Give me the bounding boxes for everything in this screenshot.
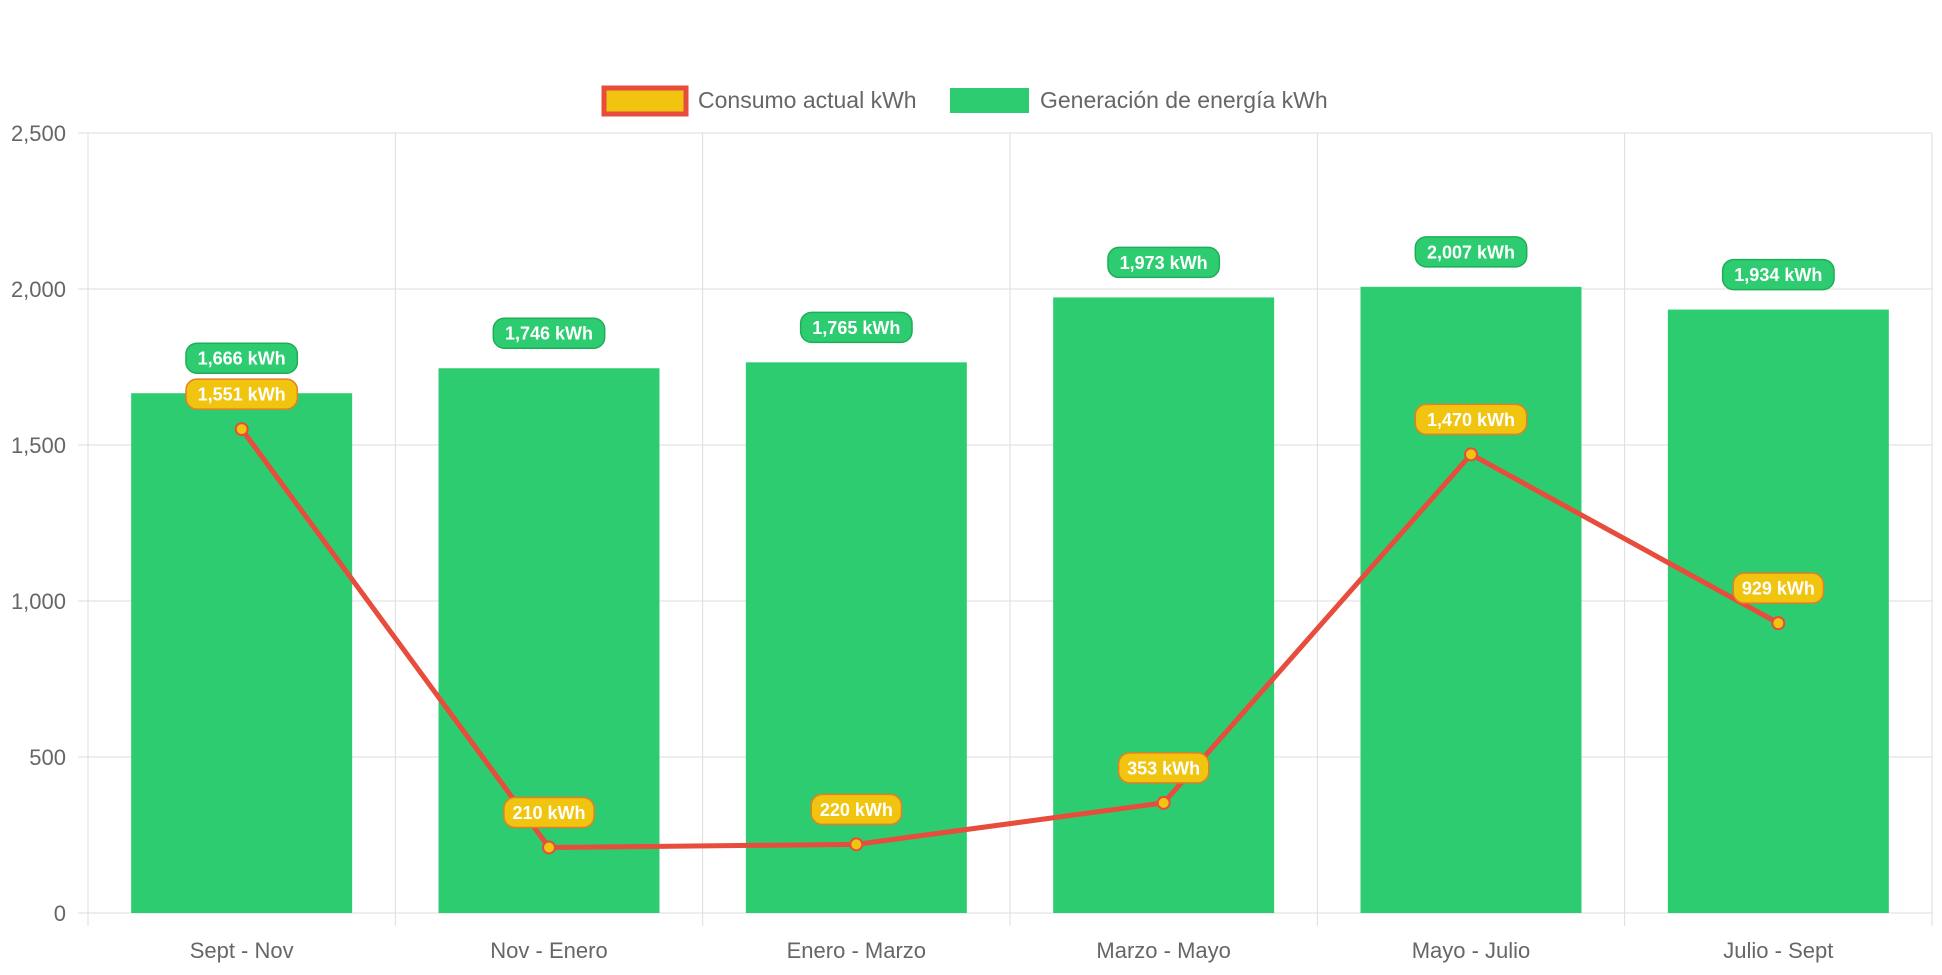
y-tick-label: 2,000 (11, 277, 66, 302)
bar-value-label-bg (1414, 236, 1528, 268)
line-value-label-bg (1117, 752, 1210, 784)
x-tick-label: Sept - Nov (190, 938, 294, 963)
line-point[interactable] (1156, 795, 1171, 810)
x-tick-label: Julio - Sept (1723, 938, 1833, 963)
bar-value-label-text: 1,934 kWh (1734, 265, 1822, 285)
bar-value-label: 1,746 kWh (492, 317, 606, 349)
line-value-label-bg (185, 378, 299, 410)
line-value-label-text: 1,551 kWh (198, 385, 286, 405)
line-value-label: 1,470 kWh (1414, 403, 1528, 436)
bar[interactable] (131, 393, 353, 913)
line-value-label: 929 kWh (1732, 572, 1825, 604)
bar-value-label-bg (1721, 258, 1835, 291)
line-point[interactable] (542, 840, 556, 855)
y-tick-label: 1,500 (11, 433, 66, 458)
legend-swatch-consumo[interactable] (601, 85, 689, 117)
bar-value-label-bg (492, 317, 606, 349)
x-tick-label: Mayo - Julio (1412, 938, 1531, 963)
y-tick-label: 0 (54, 901, 66, 926)
data-labels: 1,666 kWh 1,746 kWh 1,765 kWh 1,973 kWh 2,00… (185, 236, 1835, 829)
x-tick-label: Enero - Marzo (787, 938, 926, 963)
line-series (234, 422, 1786, 855)
bar-value-label-bg (799, 311, 913, 344)
legend-swatch-generacion[interactable] (950, 88, 1029, 113)
legend-label-generacion[interactable]: Generación de energía kWh (1040, 87, 1328, 113)
line-point[interactable] (849, 837, 864, 852)
line-value-label: 1,551 kWh (185, 378, 299, 410)
line-value-label-bg (810, 793, 903, 826)
legend-label-consumo[interactable]: Consumo actual kWh (698, 87, 917, 113)
line-value-label: 353 kWh (1117, 752, 1210, 784)
grid (78, 132, 1933, 926)
line-value-label-text: 210 kWh (512, 803, 585, 823)
bar-value-label: 2,007 kWh (1414, 236, 1528, 268)
line-point[interactable] (234, 422, 249, 437)
line-value-label-bg (503, 796, 595, 829)
bar[interactable] (745, 362, 967, 913)
bar-value-label-bg (1107, 246, 1221, 279)
legend: Consumo actual kWh Generación de energía… (601, 85, 1328, 117)
bar-value-label-text: 1,973 kWh (1120, 253, 1208, 273)
line-value-label-text: 929 kWh (1742, 579, 1815, 599)
bar[interactable] (1360, 286, 1582, 913)
line-value-label: 210 kWh (503, 796, 595, 829)
bar-value-label-bg (185, 342, 299, 374)
bar-value-label: 1,973 kWh (1107, 246, 1221, 279)
bar-value-label: 1,666 kWh (185, 342, 299, 374)
bar[interactable] (1667, 309, 1889, 913)
y-tick-label: 2,500 (11, 121, 66, 146)
bar-value-label: 1,934 kWh (1721, 258, 1835, 291)
line-point[interactable] (1771, 616, 1786, 631)
y-tick-label: 1,000 (11, 589, 66, 614)
y-tick-label: 500 (29, 745, 66, 770)
line-value-label-bg (1732, 572, 1825, 604)
line-value-label-text: 1,470 kWh (1427, 410, 1515, 430)
axes: 0 500 1,000 1,500 2,000 2,500 Sept - Nov Nov - … (11, 121, 1833, 963)
bar-value-label-text: 2,007 kWh (1427, 242, 1515, 262)
x-tick-label: Nov - Enero (490, 938, 607, 963)
line-path (239, 427, 1780, 850)
line-value-label-bg (1414, 403, 1528, 436)
bar-value-label-text: 1,746 kWh (505, 324, 593, 344)
bar-value-label-text: 1,765 kWh (812, 318, 900, 338)
line-point[interactable] (1464, 447, 1478, 462)
bar[interactable] (1053, 297, 1275, 913)
bar-value-label-text: 1,666 kWh (198, 349, 286, 369)
bar[interactable] (438, 368, 660, 913)
x-tick-label: Marzo - Mayo (1096, 938, 1230, 963)
bar-value-label: 1,765 kWh (799, 311, 913, 344)
line-value-label-text: 220 kWh (820, 800, 893, 820)
line-value-label: 220 kWh (810, 793, 903, 826)
line-value-label-text: 353 kWh (1127, 758, 1200, 778)
